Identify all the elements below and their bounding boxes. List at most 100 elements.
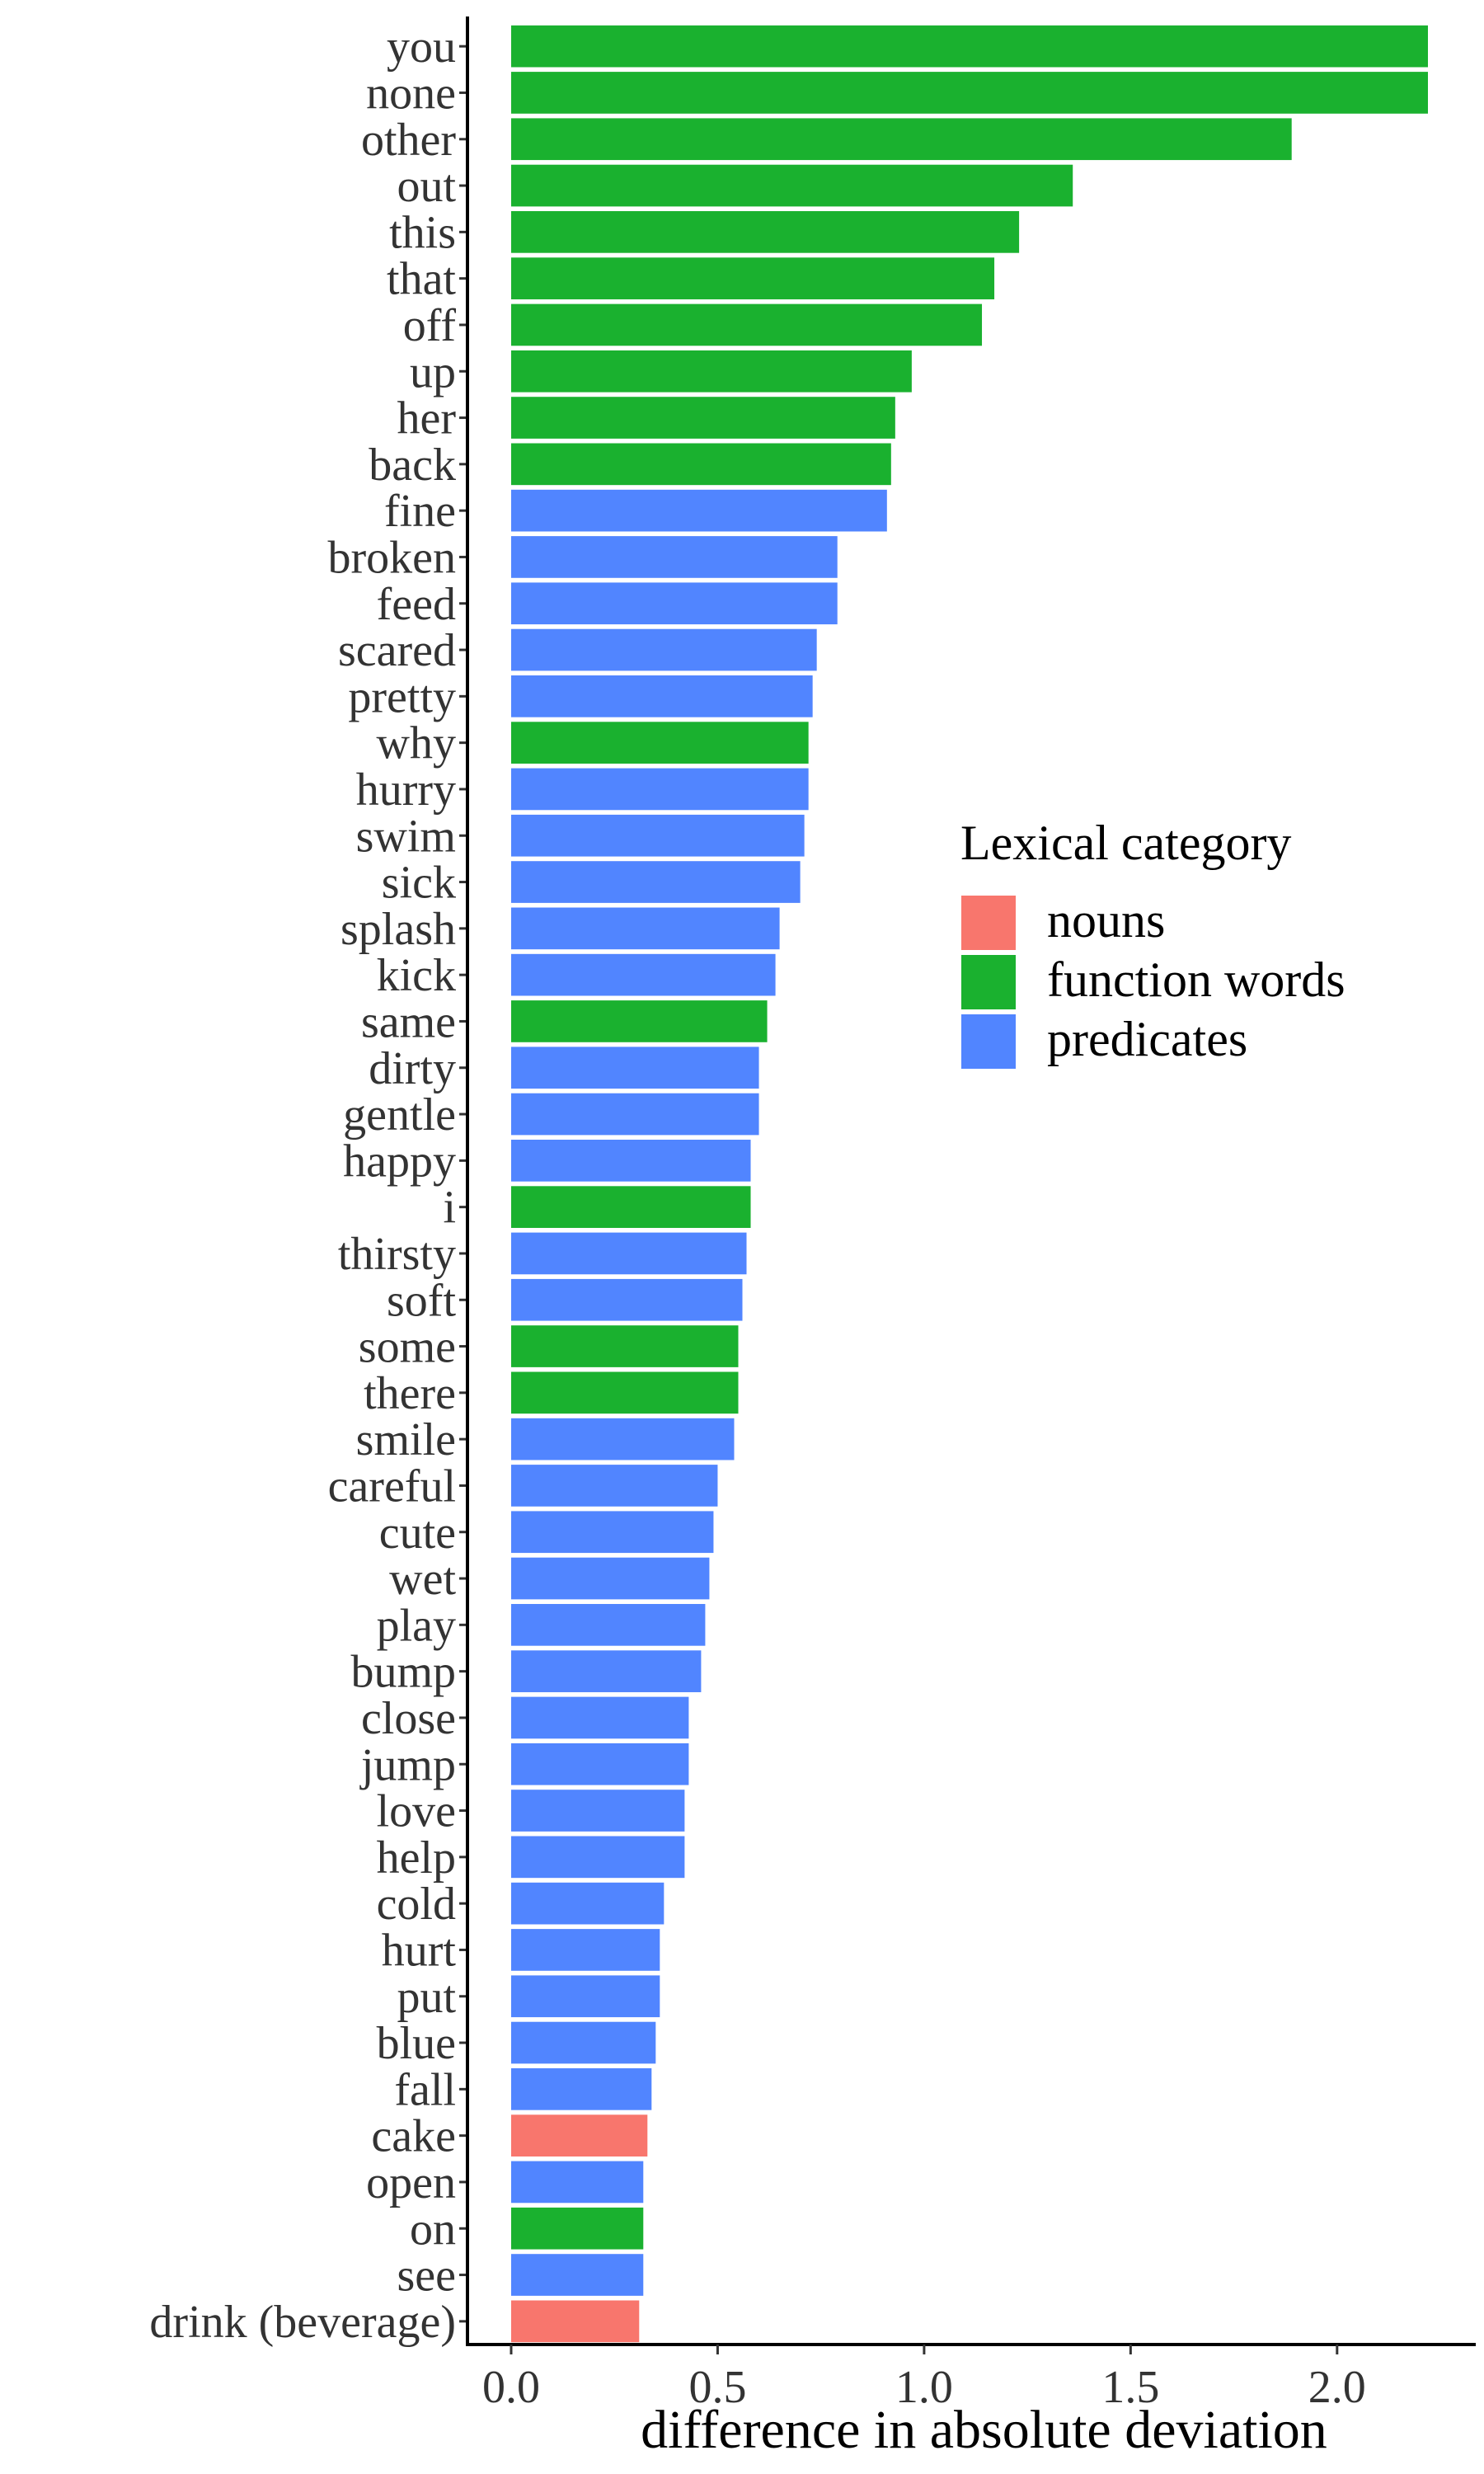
bar-there	[511, 1371, 739, 1414]
category-label: close	[361, 1693, 456, 1744]
legend-swatch-function	[961, 955, 1016, 1009]
x-tick-label: 2.0	[1308, 2362, 1366, 2413]
category-label: same	[361, 996, 456, 1047]
bar-help	[511, 1836, 685, 1879]
x-tick-label: 0.5	[688, 2362, 746, 2413]
category-label: you	[387, 21, 456, 73]
category-label: love	[377, 1786, 456, 1837]
bar-sick	[511, 861, 801, 903]
bar-happy	[511, 1140, 751, 1182]
bar-jump	[511, 1743, 689, 1785]
bar-put	[511, 1975, 660, 2018]
category-label: soft	[387, 1275, 456, 1326]
bar-you	[511, 25, 1428, 68]
bar-careful	[511, 1465, 718, 1507]
bar-blue	[511, 2021, 656, 2064]
bar-dirty	[511, 1047, 759, 1089]
bar-cake	[511, 2114, 648, 2157]
category-label: hurry	[356, 764, 456, 816]
bar-broken	[511, 536, 838, 578]
category-label: some	[359, 1322, 456, 1373]
category-label: scared	[338, 625, 456, 676]
bar-off	[511, 303, 983, 346]
category-label: drink (beverage)	[149, 2297, 456, 2348]
bar-up	[511, 350, 912, 393]
category-label: sick	[382, 858, 456, 909]
x-tick-label: 1.5	[1101, 2362, 1159, 2413]
bar-her	[511, 397, 895, 439]
category-label: i	[443, 1183, 456, 1234]
x-tick-label: 1.0	[895, 2362, 953, 2413]
bar-this	[511, 211, 1020, 253]
category-label: broken	[327, 532, 456, 583]
bar-smile	[511, 1418, 735, 1460]
category-label: that	[387, 254, 456, 305]
category-label: bump	[350, 1647, 456, 1698]
category-label: open	[366, 2157, 456, 2208]
bar-some	[511, 1325, 739, 1367]
bar-wet	[511, 1557, 710, 1600]
bar-drink-beverage	[511, 2300, 640, 2343]
category-label: careful	[328, 1460, 456, 1512]
bar-kick	[511, 953, 776, 996]
legend-label-nouns: nouns	[1047, 893, 1165, 948]
legend-label-function: function words	[1047, 952, 1345, 1007]
category-label: none	[366, 68, 456, 119]
bars-layer	[511, 25, 1428, 2343]
category-label: fine	[384, 486, 456, 537]
x-tick-label: 0.0	[482, 2362, 540, 2413]
category-label: kick	[377, 950, 456, 1001]
category-label: blue	[377, 2018, 456, 2069]
bar-soft	[511, 1278, 743, 1321]
bar-love	[511, 1790, 685, 1832]
category-label: up	[410, 346, 456, 397]
bar-hurt	[511, 1929, 660, 1971]
category-label: her	[397, 393, 456, 444]
category-label: happy	[343, 1136, 456, 1187]
category-labels: younoneotheroutthisthatoffupherbackfineb…	[149, 21, 456, 2348]
category-label: off	[403, 300, 457, 351]
category-label: hurt	[382, 1925, 457, 1976]
category-label: pretty	[348, 671, 456, 722]
bar-splash	[511, 907, 780, 950]
bar-none	[511, 72, 1428, 114]
category-label: dirty	[369, 1043, 456, 1094]
category-label: feed	[377, 579, 456, 630]
category-label: splash	[340, 904, 456, 955]
category-label: see	[397, 2251, 456, 2302]
bar-cute	[511, 1511, 714, 1554]
category-label: there	[364, 1368, 456, 1419]
bar-pretty	[511, 675, 813, 717]
bar-same	[511, 1000, 768, 1042]
bar-play	[511, 1604, 706, 1646]
category-label: fall	[394, 2064, 456, 2115]
category-label: this	[389, 207, 456, 258]
category-label: put	[397, 1972, 456, 2023]
bar-cold	[511, 1882, 665, 1925]
category-label: swim	[356, 811, 456, 862]
x-axis-title: difference in absolute deviation	[641, 2400, 1327, 2460]
category-label: help	[377, 1832, 456, 1884]
category-label: cold	[377, 1879, 456, 1930]
bar-i	[511, 1186, 751, 1228]
bar-on	[511, 2207, 644, 2250]
category-label: back	[369, 440, 456, 491]
bar-swim	[511, 814, 805, 857]
category-label: out	[397, 161, 456, 212]
category-label: smile	[356, 1414, 456, 1465]
category-label: thirsty	[338, 1229, 456, 1280]
bar-fine	[511, 489, 887, 532]
category-label: play	[377, 1600, 456, 1651]
bar-fall	[511, 2068, 652, 2110]
category-label: other	[361, 115, 456, 166]
bar-open	[511, 2161, 644, 2204]
legend-swatch-predicates	[961, 1014, 1016, 1069]
bar-back	[511, 443, 891, 486]
bar-that	[511, 257, 995, 299]
bar-other	[511, 118, 1292, 161]
legend-label-predicates: predicates	[1047, 1012, 1247, 1066]
